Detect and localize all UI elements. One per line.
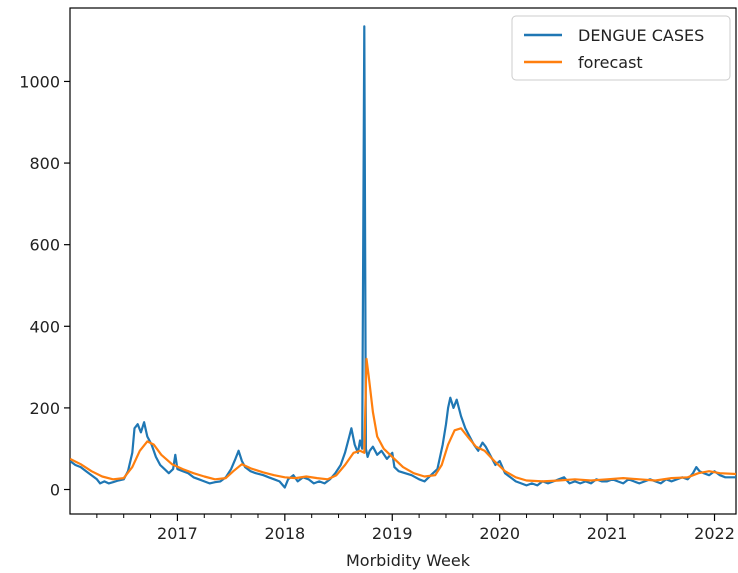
y-tick-label: 400	[29, 317, 60, 336]
plot-area	[69, 7, 737, 515]
x-tick-label: 2020	[479, 524, 520, 543]
x-tick-label: 2021	[587, 524, 628, 543]
legend-label: DENGUE CASES	[578, 26, 704, 45]
y-tick-label: 200	[29, 399, 60, 418]
x-tick-label: 2022	[694, 524, 735, 543]
y-tick-label: 800	[29, 154, 60, 173]
series-line-dengue-cases	[70, 25, 736, 489]
series-line-forecast	[70, 357, 736, 483]
x-tick-label: 2017	[157, 524, 198, 543]
y-axis: 0 200 400 600 800 1000	[19, 72, 70, 500]
series-layer	[70, 25, 736, 489]
plot-frame	[69, 7, 737, 515]
legend-box	[511, 15, 731, 81]
x-axis: 2017 2018 2019 2020 2021 2022	[96, 514, 735, 543]
y-tick-label: 1000	[19, 72, 60, 91]
legend-label: forecast	[578, 53, 643, 72]
x-axis-title: Morbidity Week	[346, 551, 471, 570]
y-tick-label: 600	[29, 236, 60, 255]
x-tick-label: 2019	[372, 524, 413, 543]
x-tick-label: 2018	[264, 524, 305, 543]
legend: DENGUE CASES forecast	[511, 15, 731, 81]
y-tick-label: 0	[50, 481, 60, 500]
